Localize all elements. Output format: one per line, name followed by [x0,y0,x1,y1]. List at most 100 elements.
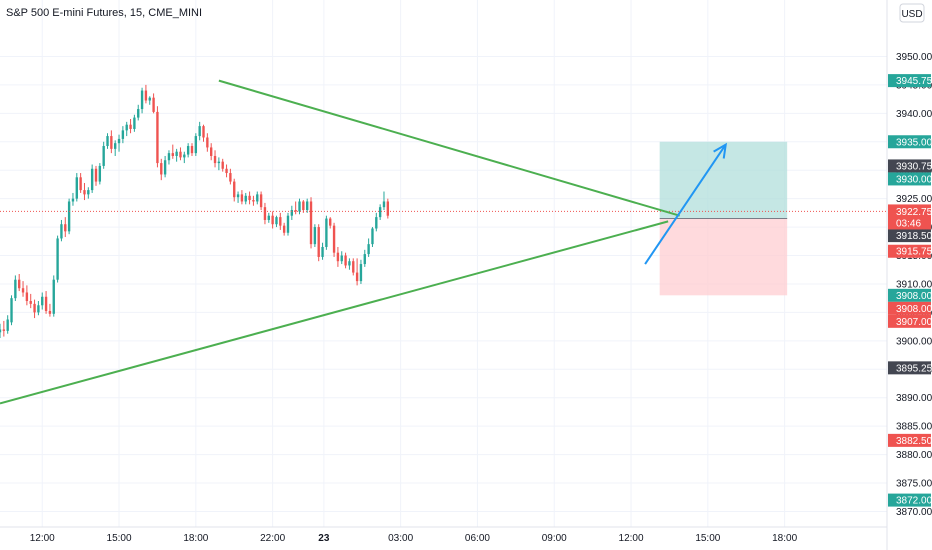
price-badge-bg [888,159,931,173]
candle-body [37,305,40,313]
candle [279,212,282,230]
candle [167,150,171,165]
candle-body [329,218,332,226]
candle [33,299,36,319]
candle [382,191,386,211]
candle-body [25,292,29,302]
price-axis[interactable] [887,0,932,550]
candle [275,215,278,228]
trendline-upper[interactable] [218,79,680,217]
candle-body [110,136,113,149]
candle [313,224,317,247]
candle [221,158,224,172]
candle [229,168,232,185]
candle-body [6,319,9,331]
candle [14,275,17,302]
candle [386,198,390,219]
y-tick-label: 3880.00 [896,450,932,461]
countdown-text: 03:46 [896,218,921,229]
candle-body [378,207,382,218]
candle [198,121,201,141]
candle [83,182,86,201]
price-badge-text: 3895.25 [896,363,932,374]
candle-body [56,238,59,280]
candle [48,303,52,317]
price-badge-text: 3908.00 [896,291,932,302]
candle [298,198,301,215]
candle [332,222,336,257]
candle-body [325,218,328,247]
candle [267,212,270,223]
x-tick-label: 22:00 [260,533,285,544]
candle [41,292,44,310]
candle [44,291,48,314]
x-tick-label: 23 [318,533,330,544]
arrow-head[interactable] [713,142,728,159]
candle [75,173,78,202]
candle [294,201,297,215]
candle-body [190,146,194,154]
candle-body [309,201,313,245]
candle [117,134,121,152]
candle [94,165,98,186]
candle [290,205,294,220]
candle-body [33,303,36,313]
price-badge-bg [888,74,931,88]
candle [67,198,71,235]
stop-zone[interactable] [659,218,788,296]
candle [6,315,9,334]
candle [106,133,109,149]
currency-button[interactable]: USD [899,3,925,23]
candle-body [340,255,343,262]
candle [248,191,251,205]
candle [10,295,13,326]
candle-body [282,225,286,233]
currency-button-frame[interactable] [899,3,925,23]
time-axis[interactable] [0,527,887,550]
candle-body [344,255,347,266]
candle [133,114,136,132]
trendline-lower[interactable] [0,220,669,405]
candle [302,200,305,213]
candle-body [313,227,317,245]
candle-body [367,244,370,255]
target-zone[interactable] [659,141,788,219]
candle-body [75,177,78,199]
candle [309,197,313,249]
candle-body [64,224,67,232]
arrow-shaft[interactable] [644,144,727,265]
price-badge-bg [888,229,931,243]
price-badge: 3935.00 [888,135,932,149]
currency-label: USD [901,9,922,20]
candle-body [305,201,309,211]
drawings[interactable] [0,79,887,405]
candle-body [336,252,340,262]
candle-body [256,194,259,202]
candle [110,130,113,154]
price-badge: 3930.75 [888,159,932,173]
candle [344,252,347,269]
candle-body [348,261,351,266]
candle [233,178,236,202]
candle-body [321,246,324,257]
candle-body [382,201,386,208]
candle [64,217,67,238]
position-zones[interactable] [659,141,788,296]
candle [336,246,340,267]
candle-body [298,201,301,212]
candle-body [121,130,125,139]
candle-body [375,217,378,229]
current-price-badge-bg [888,204,931,230]
candle-body [210,147,213,156]
candle-body [229,173,232,182]
candle-body [18,279,21,289]
y-tick-label: 3950.00 [896,52,932,63]
candle-body [10,298,13,323]
candle-body [140,90,144,110]
candle [325,215,328,250]
candle [140,87,144,114]
candle-body [0,329,2,333]
candle [355,258,359,286]
candle [114,140,117,156]
